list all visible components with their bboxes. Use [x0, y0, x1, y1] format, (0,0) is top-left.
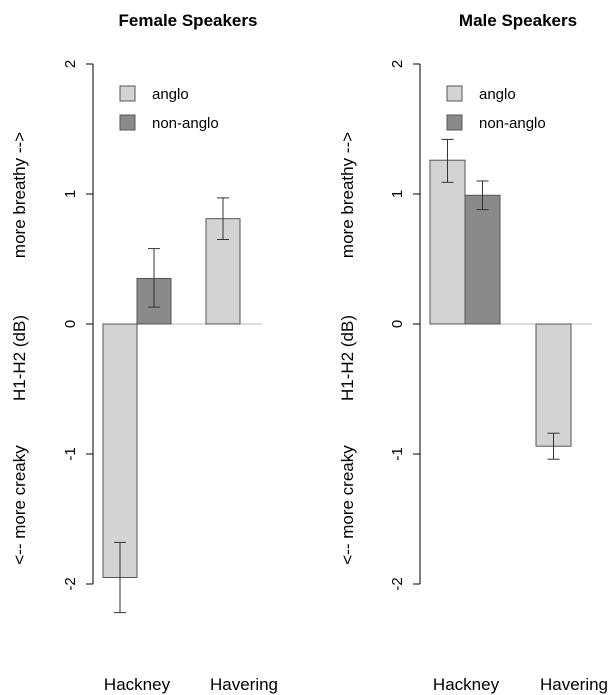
bar-anglo-havering — [205, 218, 241, 325]
y-tick-label: -2 — [62, 577, 79, 590]
y-tick-label: 2 — [389, 60, 406, 68]
chart-panel-2: Male Speakers 2 1 0 -1 -2 <-- more creaky H1-H2… — [338, 11, 608, 694]
x-category-label: Hackney — [433, 675, 500, 694]
chart-title: Male Speakers — [459, 11, 577, 30]
bar-non-anglo-hackney — [464, 194, 501, 325]
ylabel-creaky: <-- more creaky — [10, 445, 29, 565]
legend-swatch-anglo — [446, 85, 463, 102]
legend-label: non-anglo — [152, 115, 219, 132]
x-category-label: Havering — [540, 675, 608, 694]
y-tick-label: -1 — [62, 447, 79, 460]
legend-label: anglo — [152, 86, 189, 103]
ylabel-creaky: <-- more creaky — [338, 445, 357, 565]
bar-anglo-hackney — [102, 323, 138, 578]
chart-panel-1: Female Speakers 2 1 0 -1 -2 <-- more creaky H1-… — [10, 11, 278, 694]
bar-anglo-havering — [535, 323, 572, 447]
chart-title: Female Speakers — [119, 11, 258, 30]
x-category-label: Havering — [210, 675, 278, 694]
legend-swatch-non-anglo — [446, 114, 463, 131]
y-tick-label: 1 — [62, 190, 79, 198]
y-tick-label: 2 — [62, 60, 79, 68]
ylabel-h1h2: H1-H2 (dB) — [10, 315, 29, 401]
ylabel-breathy: more breathy --> — [338, 132, 357, 258]
ylabel-h1h2: H1-H2 (dB) — [338, 315, 357, 401]
bar-anglo-hackney — [429, 159, 466, 325]
ylabel-breathy: more breathy --> — [10, 132, 29, 258]
x-category-label: Hackney — [104, 675, 171, 694]
y-tick-label: 1 — [389, 190, 406, 198]
legend-swatch-non-anglo — [119, 114, 136, 131]
y-tick-label: -1 — [389, 447, 406, 460]
y-tick-label: 0 — [62, 320, 79, 328]
y-tick-label: -2 — [389, 577, 406, 590]
legend-swatch-anglo — [119, 85, 136, 102]
y-tick-label: 0 — [389, 320, 406, 328]
legend-label: non-anglo — [479, 115, 546, 132]
legend-label: anglo — [479, 86, 516, 103]
